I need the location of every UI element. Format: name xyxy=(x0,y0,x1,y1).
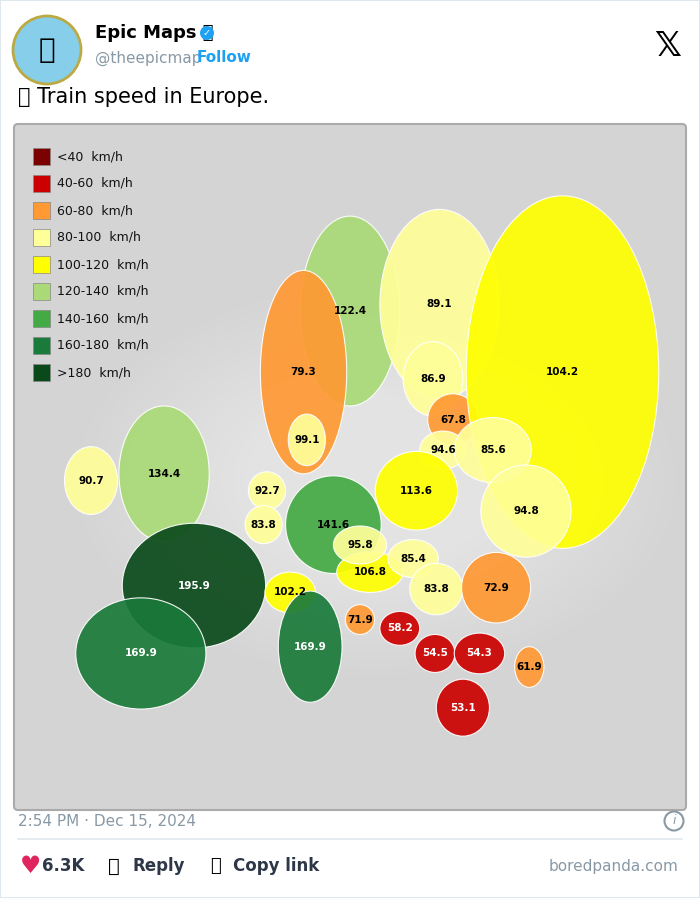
Ellipse shape xyxy=(265,572,316,612)
Text: 141.6: 141.6 xyxy=(317,520,350,530)
FancyBboxPatch shape xyxy=(33,229,50,246)
Text: 83.8: 83.8 xyxy=(424,584,449,594)
FancyBboxPatch shape xyxy=(14,124,686,810)
Ellipse shape xyxy=(420,431,466,469)
Ellipse shape xyxy=(245,506,282,543)
Text: 🔗: 🔗 xyxy=(210,857,220,875)
Text: 60-80  km/h: 60-80 km/h xyxy=(57,204,133,217)
Text: ♥: ♥ xyxy=(20,854,41,878)
Text: 67.8: 67.8 xyxy=(440,415,466,425)
Ellipse shape xyxy=(436,679,489,736)
Ellipse shape xyxy=(288,414,326,466)
Text: 94.6: 94.6 xyxy=(430,445,456,455)
Ellipse shape xyxy=(461,552,531,623)
Text: 54.5: 54.5 xyxy=(422,648,448,658)
Ellipse shape xyxy=(279,591,342,702)
Text: 58.2: 58.2 xyxy=(387,623,413,633)
Text: 104.2: 104.2 xyxy=(546,367,579,377)
Ellipse shape xyxy=(428,394,478,445)
Ellipse shape xyxy=(388,540,438,577)
Ellipse shape xyxy=(345,604,375,635)
FancyBboxPatch shape xyxy=(33,283,50,300)
Text: 86.9: 86.9 xyxy=(420,374,446,383)
Ellipse shape xyxy=(454,633,505,674)
Text: >180  km/h: >180 km/h xyxy=(57,366,131,379)
Circle shape xyxy=(200,26,214,40)
FancyBboxPatch shape xyxy=(33,202,50,219)
Text: 100-120  km/h: 100-120 km/h xyxy=(57,258,148,271)
Text: 195.9: 195.9 xyxy=(178,581,210,591)
Ellipse shape xyxy=(380,209,499,400)
Text: 79.3: 79.3 xyxy=(290,367,316,377)
Text: 54.3: 54.3 xyxy=(466,648,492,658)
Ellipse shape xyxy=(64,446,118,515)
Text: 95.8: 95.8 xyxy=(347,540,373,550)
Ellipse shape xyxy=(300,216,400,406)
Ellipse shape xyxy=(260,270,346,474)
Text: 🚄 Train speed in Europe.: 🚄 Train speed in Europe. xyxy=(18,87,269,107)
Text: 99.1: 99.1 xyxy=(294,435,320,445)
Ellipse shape xyxy=(76,598,206,709)
Text: 85.4: 85.4 xyxy=(400,553,426,564)
Text: 85.6: 85.6 xyxy=(480,445,505,455)
Text: Copy link: Copy link xyxy=(233,857,319,875)
Text: 169.9: 169.9 xyxy=(125,648,158,658)
Text: Reply: Reply xyxy=(132,857,185,875)
Text: Epic Maps 🗺️: Epic Maps 🗺️ xyxy=(95,24,214,42)
Text: 80-100  km/h: 80-100 km/h xyxy=(57,231,141,244)
Ellipse shape xyxy=(286,476,382,574)
Text: 89.1: 89.1 xyxy=(427,299,452,309)
Text: 6.3K: 6.3K xyxy=(42,857,85,875)
FancyBboxPatch shape xyxy=(33,148,50,165)
Text: 169.9: 169.9 xyxy=(294,642,326,652)
Text: 72.9: 72.9 xyxy=(483,583,509,593)
Text: 94.8: 94.8 xyxy=(513,506,539,516)
Text: 53.1: 53.1 xyxy=(450,703,476,713)
Ellipse shape xyxy=(375,452,458,530)
Text: 💬: 💬 xyxy=(108,857,120,876)
Text: i: i xyxy=(672,814,676,827)
Text: 2:54 PM · Dec 15, 2024: 2:54 PM · Dec 15, 2024 xyxy=(18,814,196,829)
Text: 83.8: 83.8 xyxy=(251,520,276,530)
FancyBboxPatch shape xyxy=(33,310,50,327)
Text: 🌍: 🌍 xyxy=(38,36,55,64)
Text: 61.9: 61.9 xyxy=(517,662,542,672)
Ellipse shape xyxy=(466,196,659,549)
FancyBboxPatch shape xyxy=(33,337,50,354)
Ellipse shape xyxy=(514,647,544,687)
Ellipse shape xyxy=(380,612,420,646)
Text: 40-60  km/h: 40-60 km/h xyxy=(57,177,133,190)
Text: Follow: Follow xyxy=(197,50,252,66)
FancyBboxPatch shape xyxy=(33,175,50,192)
Ellipse shape xyxy=(119,406,209,541)
Ellipse shape xyxy=(415,635,455,673)
Ellipse shape xyxy=(403,341,463,416)
Text: 120-140  km/h: 120-140 km/h xyxy=(57,285,148,298)
Text: ✓: ✓ xyxy=(203,28,211,38)
Text: @theepicmap ·: @theepicmap · xyxy=(95,50,216,66)
Ellipse shape xyxy=(122,524,266,648)
Text: 134.4: 134.4 xyxy=(148,469,181,479)
Ellipse shape xyxy=(337,551,403,593)
FancyBboxPatch shape xyxy=(33,256,50,273)
Ellipse shape xyxy=(248,471,286,510)
Text: 113.6: 113.6 xyxy=(400,486,433,496)
Text: 92.7: 92.7 xyxy=(254,486,280,496)
FancyBboxPatch shape xyxy=(33,364,50,381)
Ellipse shape xyxy=(333,526,386,564)
Text: <40  km/h: <40 km/h xyxy=(57,150,123,163)
Text: 122.4: 122.4 xyxy=(333,306,367,316)
Text: 102.2: 102.2 xyxy=(274,587,307,597)
Text: 90.7: 90.7 xyxy=(78,476,104,486)
Text: 140-160  km/h: 140-160 km/h xyxy=(57,312,148,325)
Text: 106.8: 106.8 xyxy=(354,568,386,577)
Text: 160-180  km/h: 160-180 km/h xyxy=(57,339,148,352)
Ellipse shape xyxy=(454,418,531,482)
Ellipse shape xyxy=(481,465,571,557)
Text: 𝕏: 𝕏 xyxy=(654,30,681,63)
Circle shape xyxy=(13,16,81,84)
Text: 71.9: 71.9 xyxy=(347,614,373,624)
Ellipse shape xyxy=(410,563,463,615)
Text: boredpanda.com: boredpanda.com xyxy=(548,858,678,874)
